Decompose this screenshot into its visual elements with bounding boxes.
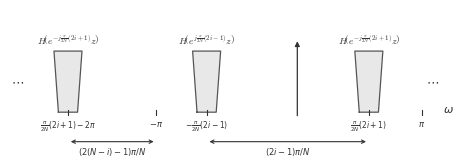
Text: $\cdots$: $\cdots$ [425, 75, 438, 88]
Text: $(2i-1)\pi/N$: $(2i-1)\pi/N$ [264, 146, 310, 158]
Text: $-\frac{\pi}{2N}(2i-1)$: $-\frac{\pi}{2N}(2i-1)$ [185, 120, 228, 134]
Text: $\omega$: $\omega$ [442, 105, 452, 115]
Polygon shape [54, 51, 82, 112]
Text: $H\!\left(e^{j\frac{\pi}{2N}(2i-1)}z\right)$: $H\!\left(e^{j\frac{\pi}{2N}(2i-1)}z\rig… [177, 33, 235, 46]
Text: $\cdots$: $\cdots$ [11, 75, 24, 88]
Text: $(2(N-i)-1)\pi/N$: $(2(N-i)-1)\pi/N$ [78, 146, 147, 158]
Text: $\frac{\pi}{2N}(2i+1)-2\pi$: $\frac{\pi}{2N}(2i+1)-2\pi$ [40, 120, 96, 134]
Text: $-\pi$: $-\pi$ [149, 120, 163, 129]
Text: $\pi$: $\pi$ [417, 120, 425, 129]
Text: $H\!\left(e^{-j\frac{\pi}{2N}(2i+1)}z\right)$: $H\!\left(e^{-j\frac{\pi}{2N}(2i+1)}z\ri… [36, 33, 99, 46]
Polygon shape [192, 51, 220, 112]
Text: $\frac{\pi}{2N}(2i+1)$: $\frac{\pi}{2N}(2i+1)$ [349, 120, 386, 134]
Text: $H\!\left(e^{-j\frac{\pi}{2N}(2i+1)}z\right)$: $H\!\left(e^{-j\frac{\pi}{2N}(2i+1)}z\ri… [337, 33, 399, 46]
Polygon shape [354, 51, 382, 112]
